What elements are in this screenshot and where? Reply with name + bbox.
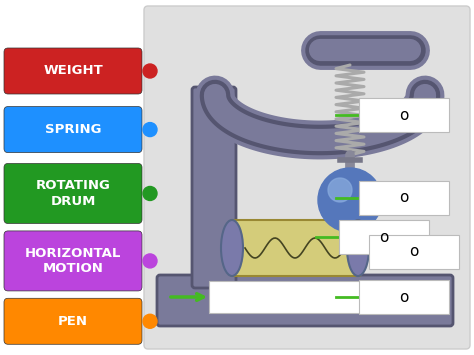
Circle shape	[143, 64, 157, 78]
Circle shape	[143, 314, 157, 328]
Text: o: o	[399, 108, 409, 122]
FancyBboxPatch shape	[4, 106, 142, 153]
Circle shape	[143, 254, 157, 268]
FancyBboxPatch shape	[4, 298, 142, 344]
FancyBboxPatch shape	[359, 280, 449, 314]
FancyBboxPatch shape	[230, 220, 361, 276]
Circle shape	[143, 122, 157, 137]
Text: PEN: PEN	[58, 315, 88, 328]
Text: ROTATING
DRUM: ROTATING DRUM	[36, 179, 110, 208]
Text: o: o	[399, 191, 409, 206]
FancyBboxPatch shape	[359, 181, 449, 215]
Text: o: o	[410, 245, 419, 260]
FancyBboxPatch shape	[369, 235, 459, 269]
FancyBboxPatch shape	[339, 220, 429, 254]
FancyBboxPatch shape	[144, 6, 470, 349]
Text: o: o	[379, 229, 389, 245]
FancyBboxPatch shape	[359, 98, 449, 132]
FancyBboxPatch shape	[192, 87, 236, 288]
Ellipse shape	[347, 220, 369, 276]
Circle shape	[318, 168, 382, 232]
FancyBboxPatch shape	[157, 275, 453, 326]
Ellipse shape	[221, 220, 243, 276]
FancyBboxPatch shape	[209, 281, 381, 313]
Text: WEIGHT: WEIGHT	[43, 65, 103, 77]
FancyBboxPatch shape	[4, 231, 142, 291]
FancyBboxPatch shape	[4, 48, 142, 94]
Circle shape	[143, 186, 157, 201]
Text: SPRING: SPRING	[45, 123, 101, 136]
Circle shape	[328, 178, 352, 202]
Text: HORIZONTAL
MOTION: HORIZONTAL MOTION	[25, 247, 121, 275]
FancyBboxPatch shape	[4, 163, 142, 224]
Text: o: o	[399, 289, 409, 305]
